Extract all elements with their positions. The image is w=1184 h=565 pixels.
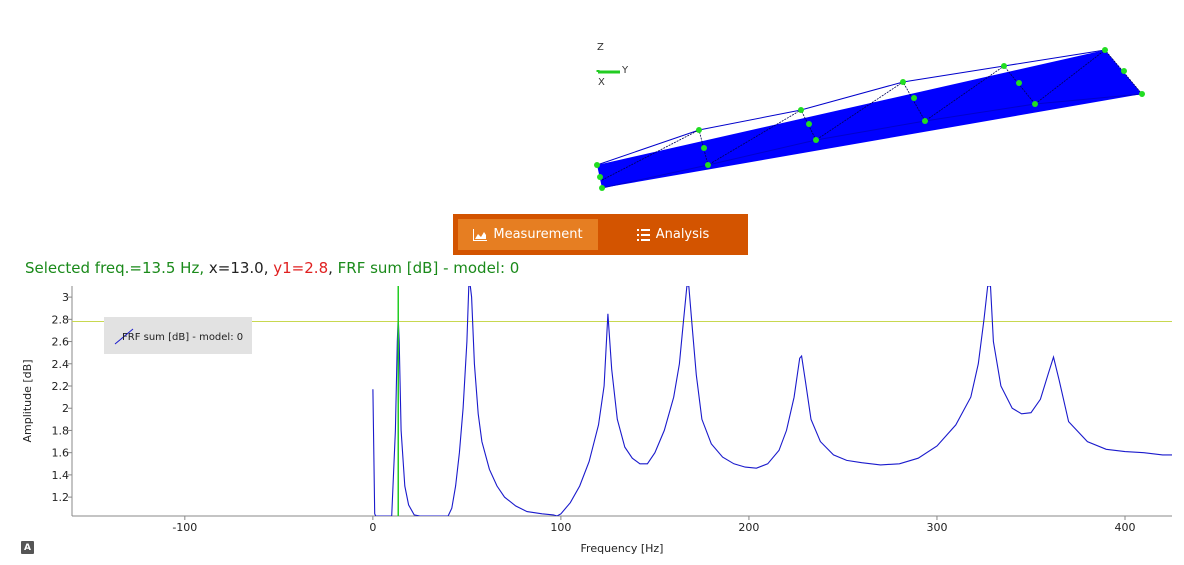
axis-y-label: Y [621,65,629,76]
tab-measurement[interactable]: Measurement [458,219,598,250]
legend-box [104,317,252,354]
y-tick-label: 3 [62,291,69,304]
list-icon [636,228,650,241]
x-tick-label: 100 [550,521,571,534]
selected-frequency: Selected freq.=13.5 Hz [25,259,200,277]
y-tick-label: 1.4 [52,469,70,482]
y-tick-label: 2.6 [52,336,70,349]
x-axis-label: Frequency [Hz] [581,542,664,555]
cursor-y1-value: y1=2.8 [273,259,329,277]
cursor-x-value: x=13.0 [208,259,264,277]
axis-triad: Z Y X [596,42,629,88]
y-tick-label: 1.6 [52,447,70,460]
y-axis-label: Amplitude [dB] [21,360,34,443]
y-tick-label: 2.4 [52,358,70,371]
cursor-info-line: Selected freq.=13.5 Hz, x=13.0, y1=2.8, … [25,259,520,277]
tab-measurement-label: Measurement [493,227,583,242]
x-tick-label: 300 [926,521,947,534]
axis-x-label: X [598,77,605,88]
x-tick-label: -100 [172,521,197,534]
3d-model-viewport[interactable]: Z Y X [560,30,1180,210]
font-settings-icon[interactable]: A [21,541,34,554]
tab-analysis-label: Analysis [655,227,710,242]
frf-series-line [372,286,1172,516]
view-tab-bar: Measurement Analysis [453,214,748,255]
y-tick-label: 1.2 [52,491,70,504]
chart-legend[interactable]: FRF sum [dB] - model: 0 [104,317,252,354]
plot-area: 1.2 1.4 1.6 1.8 2 2.2 2.4 2.6 2.8 3 -100 0 100 200 300… [52,286,1172,534]
y-tick-label: 2.8 [52,313,70,326]
x-tick-label: 400 [1114,521,1135,534]
plot-content [72,286,1172,516]
axis-z-label: Z [597,42,604,53]
frf-chart[interactable]: 1.2 1.4 1.6 1.8 2 2.2 2.4 2.6 2.8 3 -100 0 100 200 300… [0,280,1184,565]
beam-mesh [594,47,1145,191]
series-info: FRF sum [dB] - model: 0 [337,259,520,277]
legend-swatch [114,328,134,345]
area-chart-icon [473,228,488,241]
y-tick-label: 2.2 [52,380,70,393]
y-tick-label: 2 [62,402,69,415]
y-tick-label: 1.8 [52,424,70,437]
x-tick-label: 200 [738,521,759,534]
tab-analysis[interactable]: Analysis [603,219,743,250]
x-tick-label: 0 [369,521,376,534]
legend-label: FRF sum [dB] - model: 0 [122,332,243,343]
